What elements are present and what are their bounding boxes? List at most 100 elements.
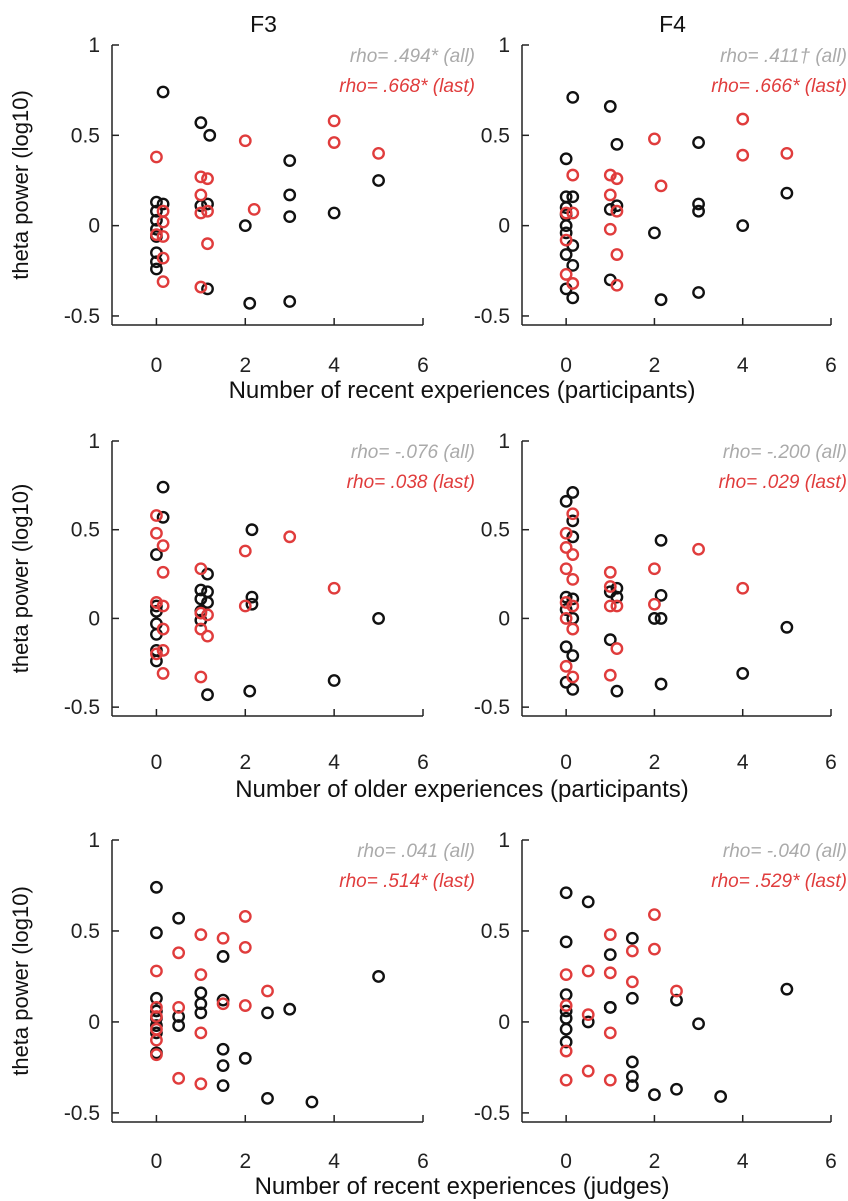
panel-3-point-all <box>156 480 170 494</box>
panel-3-point-all <box>150 654 163 668</box>
panel-5-point-all <box>238 1051 252 1065</box>
panel-6-point-all <box>559 1011 573 1025</box>
panel-2-point-all <box>566 291 580 305</box>
panel-4-point-all <box>566 682 580 696</box>
panel-6-point-all <box>714 1090 728 1103</box>
panel-5-y-tick-label: 0 <box>88 1011 100 1034</box>
panel-1-point-last <box>156 204 170 218</box>
panel-2-point-last <box>559 268 573 281</box>
panel-5-point-last <box>194 1077 208 1091</box>
panel-2-point-all <box>566 258 580 272</box>
panel-4-point-all <box>736 667 750 680</box>
panel-3-point-all <box>245 523 259 537</box>
panel-1-point-last <box>201 204 214 218</box>
panel-1-point-all <box>194 116 208 130</box>
panel-2-point-all <box>603 202 617 216</box>
panel-5-annotation-all: rho= .041 (all) <box>357 841 475 862</box>
panel-5-point-all <box>150 880 163 894</box>
panel-4-point-last <box>559 541 573 554</box>
panel-6-point-all <box>581 895 595 909</box>
panel-5-point-last <box>150 1000 163 1014</box>
panel-1-point-all <box>203 128 217 142</box>
panel-5-point-all <box>216 1059 230 1073</box>
panel-3-point-last <box>194 670 208 684</box>
panel-4-point-all <box>654 533 668 547</box>
panel-5-y-tick-label: -0.5 <box>64 1102 100 1125</box>
panel-4-point-last <box>603 599 617 613</box>
panel-4-point-last <box>559 596 573 609</box>
panel-2-point-all <box>610 199 624 213</box>
panel-1-point-last <box>238 134 252 148</box>
panel-5-point-last <box>216 931 230 945</box>
panel-4-point-last <box>566 548 580 561</box>
panel-3-point-last <box>194 606 208 620</box>
panel-2-point-last <box>559 233 573 247</box>
panel-5-point-all <box>150 991 163 1005</box>
panel-6-point-all <box>692 1017 705 1031</box>
panel-5-point-last <box>150 1048 163 1062</box>
panel-3-point-last <box>156 599 170 613</box>
panel-3-point-last <box>194 562 208 576</box>
panel-4-annotation-last: rho= .029 (last) <box>719 472 847 493</box>
panel-1-point-all <box>150 222 163 236</box>
panel-1-y-tick-label: 0 <box>88 215 100 238</box>
panel-2-point-all <box>692 204 705 218</box>
panel-3-point-all <box>243 684 257 698</box>
panel-5-point-all <box>216 1079 230 1093</box>
panel-6-y-tick-label: 0 <box>498 1011 510 1034</box>
panel-4-point-all <box>566 649 580 663</box>
panel-6-point-all <box>670 993 683 1007</box>
panel-1-point-all <box>201 282 214 296</box>
panel-6-point-last <box>559 1044 573 1058</box>
panel-2-point-all <box>559 226 573 240</box>
panel-3-point-all <box>201 585 214 599</box>
panel-1-x-tick-label: 6 <box>417 354 429 377</box>
panel-1-point-last <box>247 202 261 216</box>
panel-5-point-all <box>216 1042 230 1056</box>
panel-3-point-last <box>150 526 163 540</box>
panel-4-point-last <box>648 597 661 611</box>
panel-3-point-last <box>150 596 163 609</box>
panel-3-point-last <box>150 509 163 522</box>
panel-5-point-last <box>150 964 163 978</box>
panel-1-point-last <box>194 170 208 184</box>
panel-4-x-tick-label: 2 <box>649 751 661 774</box>
panel-5-point-last <box>238 940 252 954</box>
panel-5-point-last <box>238 910 252 923</box>
panel-5-x-tick-label: 2 <box>239 1150 251 1173</box>
panel-2-annotation-last: rho= .666* (last) <box>711 76 847 97</box>
panel-3-point-last <box>156 667 170 680</box>
panel-6-y-tick-label: -0.5 <box>474 1102 510 1125</box>
panel-3-point-last <box>327 581 341 595</box>
panel-1-x-axis-label: Number of recent experiences (participan… <box>229 377 696 404</box>
panel-3-point-all <box>245 597 259 611</box>
panel-1-y-axis-label: theta power (log10) <box>8 90 33 280</box>
panel-1-point-all <box>156 85 170 99</box>
panel-4-point-all <box>610 590 624 604</box>
panel-6-point-last <box>670 984 683 998</box>
panel-1-point-last <box>156 230 170 243</box>
panel-2-point-last <box>610 204 624 218</box>
panel-4-x-tick-label: 4 <box>737 751 749 774</box>
panel-5-point-last <box>172 1000 186 1014</box>
panel-1-y-tick-label: -0.5 <box>64 305 100 328</box>
panel-2-point-all <box>566 190 580 204</box>
panel-6-point-all <box>559 1035 573 1049</box>
panel-2-point-last <box>603 222 617 236</box>
panel-6-point-all <box>625 1055 639 1069</box>
panel-2-y-tick-label: 1 <box>498 34 510 57</box>
panel-3-point-all <box>327 674 341 687</box>
panel-4-point-all <box>780 620 794 634</box>
panel-4-point-last <box>559 659 573 673</box>
panel-2-point-all <box>559 152 573 166</box>
panel-6-point-last <box>581 1064 595 1078</box>
panel-3-point-all <box>156 510 170 524</box>
panel-1-point-last <box>327 136 341 149</box>
panel-3-point-last <box>156 622 170 636</box>
panel-3-point-last <box>238 599 252 613</box>
panel-6-point-all <box>625 1070 639 1083</box>
panel-5-y-axis-label: theta power (log10) <box>8 886 33 1076</box>
panel-2-point-all <box>736 219 750 233</box>
panel-1-point-last <box>201 172 214 186</box>
panel-4-point-last <box>603 580 617 593</box>
